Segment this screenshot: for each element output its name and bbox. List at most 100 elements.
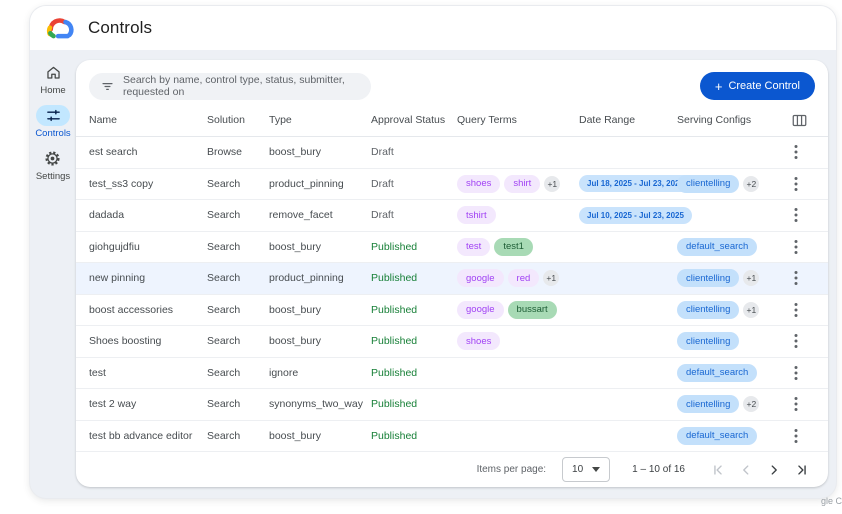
create-control-button[interactable]: + Create Control: [699, 72, 815, 100]
table-row[interactable]: test 2 way Search synonyms_two_way Publishe…: [76, 389, 828, 421]
cell-approval-status: Draft: [371, 146, 394, 159]
row-menu-button[interactable]: [787, 142, 805, 162]
cell-actions: [787, 331, 815, 351]
cell-type: product_pinning: [269, 177, 344, 190]
more-configs-badge[interactable]: +1: [743, 270, 760, 287]
cell-actions: [787, 268, 815, 288]
sidebar-item-controls[interactable]: Controls: [35, 105, 71, 139]
items-per-page-label: Items per page:: [476, 464, 547, 475]
sidebar-item-label: Controls: [35, 128, 71, 139]
previous-page-button[interactable]: [735, 459, 757, 481]
column-header-name[interactable]: Name: [89, 114, 118, 126]
column-header-date-range[interactable]: Date Range: [579, 114, 636, 126]
page-size-select[interactable]: 10: [562, 457, 611, 482]
table-row[interactable]: Shoes boosting Search boost_bury Published s…: [76, 326, 828, 358]
table-toolbar: Search by name, control type, status, su…: [89, 68, 815, 104]
table-row[interactable]: est search Browse boost_bury Draft: [76, 137, 828, 169]
cell-approval-status: Published: [371, 272, 418, 285]
cell-date-range: Jul 18, 2025 - Jul 23, 2025: [579, 175, 692, 193]
cell-actions: [787, 205, 815, 225]
row-menu-button[interactable]: [787, 237, 805, 257]
cell-approval-status: Published: [371, 303, 418, 316]
row-menu-button[interactable]: [787, 394, 805, 414]
cell-approval-status: Published: [371, 366, 418, 379]
cell-actions: [787, 174, 815, 194]
pagination-range: 1 – 10 of 16: [632, 464, 685, 475]
cell-query-terms: shoes shirt +1: [457, 174, 579, 193]
row-menu-button[interactable]: [787, 268, 805, 288]
table-row[interactable]: test bb advance editor Search boost_bury Pu…: [76, 421, 828, 452]
table-row[interactable]: boost accessories Search boost_bury Publish…: [76, 295, 828, 326]
cell-query-terms: test test1: [457, 237, 579, 256]
column-settings-icon[interactable]: [792, 114, 807, 127]
tune-icon: [36, 105, 70, 126]
serving-config-pill: default_search: [677, 426, 758, 445]
table-row[interactable]: dadada Search remove_facet Draft tshirt Jul 1…: [76, 200, 828, 232]
cell-date-range: Jul 10, 2025 - Jul 23, 2025: [579, 206, 692, 224]
column-header-solution[interactable]: Solution: [207, 114, 245, 126]
cell-type: boost_bury: [269, 429, 321, 442]
row-menu-button[interactable]: [787, 300, 805, 320]
cell-solution: Search: [207, 303, 241, 316]
google-cloud-logo-icon: [44, 15, 75, 41]
cell-serving-configs: clientelling +2: [677, 174, 787, 193]
cell-solution: Search: [207, 366, 241, 379]
chevron-down-icon: [592, 467, 601, 472]
cell-name: boost accessories: [89, 303, 174, 316]
row-menu-button[interactable]: [787, 426, 805, 446]
row-menu-button[interactable]: [787, 174, 805, 194]
more-terms-badge[interactable]: +1: [544, 175, 561, 192]
table-row[interactable]: new pinning Search product_pinning Publishe…: [76, 263, 828, 295]
sidebar-item-home[interactable]: Home: [36, 62, 70, 96]
date-range-pill: Jul 10, 2025 - Jul 23, 2025: [579, 206, 692, 224]
next-page-button[interactable]: [763, 459, 785, 481]
cell-name: test bb advance editor: [89, 429, 193, 442]
cell-serving-configs: default_search: [677, 237, 787, 256]
serving-config-pill: default_search: [677, 237, 758, 256]
cell-type: boost_bury: [269, 146, 321, 159]
cell-name: test: [89, 366, 106, 379]
sidebar-item-label: Home: [40, 85, 66, 96]
sidebar-item-label: Settings: [35, 171, 71, 182]
cell-type: ignore: [269, 366, 299, 379]
row-menu-button[interactable]: [787, 205, 805, 225]
more-terms-badge[interactable]: +1: [543, 270, 560, 287]
column-header-serving-configs[interactable]: Serving Configs: [677, 114, 752, 126]
cell-name: dadada: [89, 209, 125, 222]
cell-solution: Search: [207, 272, 241, 285]
last-page-button[interactable]: [791, 459, 813, 481]
sidebar-item-settings[interactable]: Settings: [36, 148, 70, 182]
cell-actions: [787, 394, 815, 414]
table-body: est search Browse boost_bury Draft test_ss3 …: [76, 137, 828, 452]
cell-type: product_pinning: [269, 272, 344, 285]
query-term-pill: test: [457, 237, 491, 256]
column-header-type[interactable]: Type: [269, 114, 292, 126]
column-header-approval-status[interactable]: Approval Status: [371, 114, 446, 126]
cell-name: test 2 way: [89, 398, 137, 411]
filter-list-icon: [101, 80, 114, 93]
cell-approval-status: Draft: [371, 177, 394, 190]
cell-type: boost_bury: [269, 240, 321, 253]
cell-actions: [787, 363, 815, 383]
cell-solution: Browse: [207, 146, 243, 159]
table-row[interactable]: test_ss3 copy Search product_pinning Draft s…: [76, 169, 828, 200]
cell-type: boost_bury: [269, 303, 321, 316]
first-page-button[interactable]: [707, 459, 729, 481]
table-row[interactable]: giohgujdfiu Search boost_bury Published test…: [76, 232, 828, 263]
kebab-icon: [794, 397, 798, 412]
search-input[interactable]: Search by name, control type, status, su…: [89, 72, 371, 100]
cell-actions: [787, 237, 815, 257]
query-term-pill: google: [457, 300, 504, 319]
row-menu-button[interactable]: [787, 363, 805, 383]
row-menu-button[interactable]: [787, 331, 805, 351]
kebab-icon: [794, 239, 798, 254]
column-header-query-terms[interactable]: Query Terms: [457, 114, 517, 126]
date-range-pill: Jul 18, 2025 - Jul 23, 2025: [579, 175, 692, 193]
kebab-icon: [794, 208, 798, 223]
cell-name: test_ss3 copy: [89, 177, 154, 190]
more-configs-badge[interactable]: +2: [743, 175, 760, 192]
more-configs-badge[interactable]: +2: [743, 396, 760, 413]
table-row[interactable]: test Search ignore Published default_search: [76, 358, 828, 389]
kebab-icon: [794, 428, 798, 443]
more-configs-badge[interactable]: +1: [743, 301, 760, 318]
